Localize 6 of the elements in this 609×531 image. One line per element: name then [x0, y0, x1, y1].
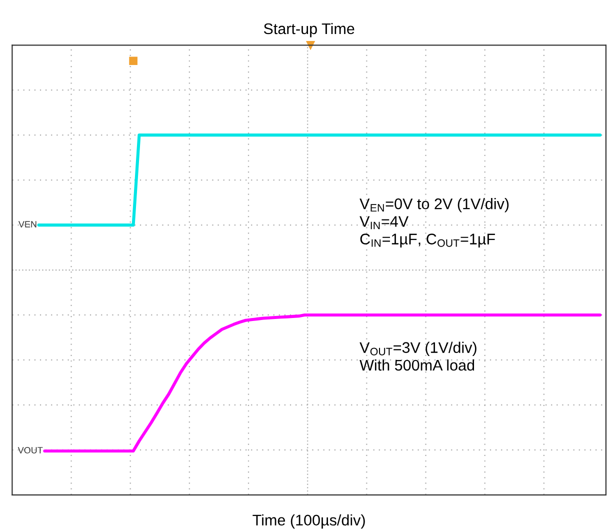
x-axis-title: Time (100µs/div)	[252, 514, 365, 529]
annotation: V$_{OUT}$=3V (1V/div) With 500mA load	[360, 342, 476, 371]
chart-title: Start-up Time	[264, 22, 354, 38]
series-label: VEN	[18, 221, 36, 228]
text: V$_{EN}$=0V to 2V (1V/div) V$_{IN}$=4V C$_{IN}$=1µF, C$_{OUT}$=1µF	[360, 198, 509, 248]
series-label: VOUT	[18, 447, 43, 454]
